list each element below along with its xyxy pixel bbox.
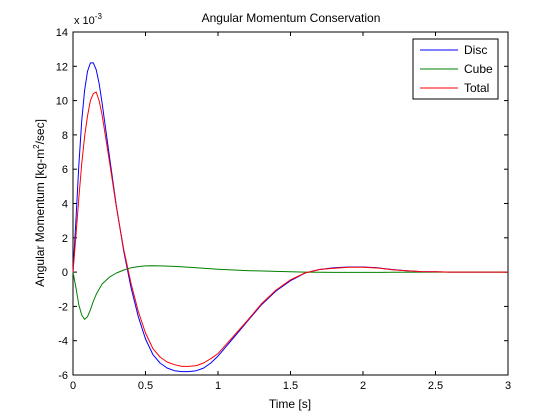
chart-title: Angular Momentum Conservation xyxy=(202,11,381,25)
y-tick-label: -2 xyxy=(58,301,68,313)
y-tick-label: 2 xyxy=(62,233,68,245)
y-tick-label: 12 xyxy=(56,61,68,73)
legend-label-disc: Disc xyxy=(464,43,487,57)
x-tick-label: 0 xyxy=(70,380,76,392)
y-tick-label: 8 xyxy=(62,130,68,142)
y-tick-label: 6 xyxy=(62,164,68,176)
y-tick-label: -6 xyxy=(58,370,68,382)
x-tick-label: 1.5 xyxy=(283,380,298,392)
scale-prefix: x 10 xyxy=(74,15,95,27)
scale-exponent: -3 xyxy=(95,12,103,21)
legend-label-total: Total xyxy=(464,81,489,95)
y-tick-label: -4 xyxy=(58,336,68,348)
y-tick-label: 14 xyxy=(56,27,68,39)
legend-label-cube: Cube xyxy=(464,62,493,76)
x-tick-label: 2 xyxy=(360,380,366,392)
y-tick-label: 4 xyxy=(62,199,68,211)
x-tick-label: 2.5 xyxy=(428,380,443,392)
x-tick-label: 1 xyxy=(215,380,221,392)
y-tick-label: 0 xyxy=(62,267,68,279)
x-axis-label: Time [s] xyxy=(269,397,311,411)
ylabel-prefix: Angular Momentum [kg-m xyxy=(33,149,47,287)
ylabel-suffix: /sec] xyxy=(33,119,47,144)
legend: Disc Cube Total xyxy=(413,39,498,99)
x-tick-label: 0.5 xyxy=(138,380,153,392)
y-tick-label: 10 xyxy=(56,96,68,108)
x-tick-label: 3 xyxy=(505,380,511,392)
y-axis-label: Angular Momentum [kg-m2/sec] xyxy=(32,119,47,287)
